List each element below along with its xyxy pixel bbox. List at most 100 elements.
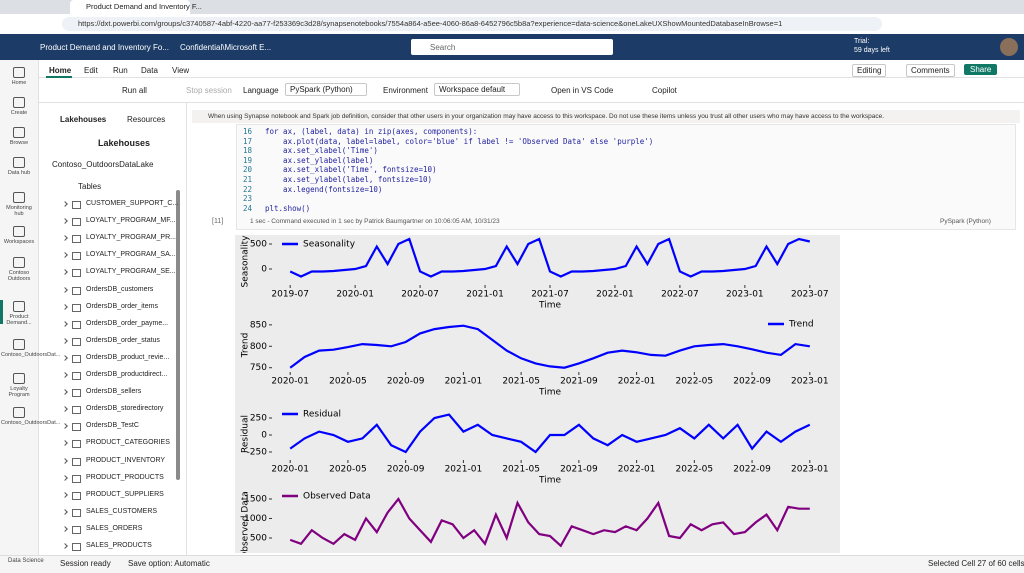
- output-chart: 0 500 2019-07 2020-01 2020-07 2021-01 2021-07 2…: [241, 235, 829, 553]
- ribbon-tab[interactable]: Data: [141, 66, 158, 75]
- scrollbar[interactable]: [176, 190, 180, 480]
- table-icon: [72, 269, 81, 278]
- table-name[interactable]: SALES_CUSTOMERS: [86, 507, 158, 515]
- lakehouse-name[interactable]: Contoso_OutdoorsDataLake: [52, 160, 154, 169]
- vscode-button[interactable]: Open in VS Code: [551, 86, 614, 95]
- run-all[interactable]: Run all: [122, 86, 147, 95]
- table-name[interactable]: OrdersDB_customers: [86, 285, 154, 293]
- x-tick-label: 2023-01: [726, 290, 764, 300]
- tables-folder[interactable]: Tables: [78, 182, 102, 191]
- y-tick-label: 0: [261, 430, 267, 440]
- nav-icon[interactable]: [13, 373, 25, 384]
- ribbon-divider: [38, 77, 1024, 78]
- code-line: ax.set_xlabel('Time'): [265, 146, 378, 156]
- table-name[interactable]: SALES_PRODUCTS: [86, 542, 152, 549]
- share-button[interactable]: Share: [964, 64, 998, 75]
- series-line: [289, 237, 811, 278]
- avatar[interactable]: [1000, 38, 1018, 56]
- language-dropdown[interactable]: PySpark (Python): [285, 83, 367, 96]
- ribbon-tab[interactable]: Home: [49, 66, 72, 75]
- ribbon-tab[interactable]: View: [172, 66, 190, 75]
- nav-label[interactable]: Home: [11, 80, 27, 86]
- table-name[interactable]: OrdersDB_sellers: [86, 388, 142, 396]
- table-name[interactable]: CUSTOMER_SUPPORT_C...: [86, 200, 179, 207]
- nav-label[interactable]: Browse: [9, 140, 29, 146]
- nav-icon[interactable]: [13, 301, 25, 312]
- search-box[interactable]: [411, 39, 613, 55]
- nav-icon[interactable]: [13, 407, 25, 418]
- nav-label[interactable]: Data hub: [7, 170, 31, 176]
- table-name[interactable]: OrdersDB_order_payme...: [86, 319, 169, 327]
- table-icon: [72, 423, 81, 432]
- table-icon: [72, 354, 81, 363]
- table-name[interactable]: PRODUCT_PRODUCTS: [86, 473, 164, 481]
- nav-label[interactable]: Contoso_OutdoorsDat...: [1, 352, 61, 358]
- nav-label[interactable]: Contoso Outdoors: [7, 270, 31, 282]
- table-name[interactable]: LOYALTY_PROGRAM_SA...: [86, 251, 176, 259]
- editing-button[interactable]: Editing: [852, 64, 887, 77]
- nav-label[interactable]: Contoso_OutdoorsDat...: [1, 420, 61, 426]
- line-number: 18: [242, 146, 252, 156]
- y-tick-label: 1500: [244, 494, 267, 504]
- x-tick-label: 2022-05: [676, 377, 714, 387]
- x-axis-label: Time: [538, 476, 561, 486]
- workspace-title[interactable]: Product Demand and Inventory Fo...: [40, 43, 169, 52]
- table-name[interactable]: LOYALTY_PROGRAM_PR...: [86, 234, 176, 242]
- nav-icon[interactable]: [13, 67, 25, 78]
- nav-bottom[interactable]: Data Science: [8, 558, 44, 564]
- table-icon: [72, 525, 81, 534]
- legend-label: Seasonality: [303, 240, 356, 250]
- table-icon: [72, 543, 81, 551]
- x-tick-label: 2023-01: [791, 377, 829, 387]
- line-number: 21: [242, 175, 252, 184]
- nav-label[interactable]: Create: [10, 110, 28, 116]
- table-name[interactable]: OrdersDB_order_items: [86, 302, 158, 310]
- x-tick-label: 2022-01: [618, 465, 656, 475]
- code-line: ax.plot(data, label=label, color='blue' …: [265, 136, 654, 146]
- explorer-tab[interactable]: Resources: [127, 115, 166, 124]
- ribbon-tab[interactable]: Run: [113, 66, 128, 75]
- nav-icon[interactable]: [13, 97, 25, 108]
- cell-language: PySpark (Python): [940, 218, 991, 225]
- x-tick-label: 2020-09: [387, 377, 425, 387]
- table-name[interactable]: SALES_ORDERS: [86, 524, 143, 532]
- x-tick-label: 2020-01: [336, 290, 374, 300]
- table-name[interactable]: OrdersDB_storedirectory: [86, 405, 164, 413]
- table-name[interactable]: PRODUCT_INVENTORY: [86, 456, 166, 464]
- table-name[interactable]: LOYALTY_PROGRAM_MF...: [86, 217, 176, 225]
- table-name[interactable]: OrdersDB_productdirect...: [86, 371, 168, 378]
- nav-label[interactable]: Product Demand...: [6, 314, 32, 326]
- ribbon-tab[interactable]: Edit: [84, 66, 98, 75]
- x-tick-label: 2021-07: [531, 290, 569, 300]
- nav-label[interactable]: Loyalty Program: [8, 386, 30, 398]
- copilot-button[interactable]: Copilot: [652, 86, 677, 95]
- code-line: ax.set_xlabel('Time', fontsize=10): [265, 165, 437, 175]
- y-tick-label: 500: [250, 533, 267, 543]
- nav-icon[interactable]: [13, 192, 25, 203]
- table-name[interactable]: OrdersDB_order_status: [86, 336, 160, 344]
- cell-status: 1 sec - Command executed in 1 sec by Pat…: [250, 218, 500, 225]
- nav-label[interactable]: Workspaces: [3, 239, 35, 245]
- table-name[interactable]: LOYALTY_PROGRAM_SE...: [86, 268, 176, 276]
- line-number: 17: [242, 136, 252, 146]
- table-name[interactable]: PRODUCT_SUPPLIERS: [86, 490, 164, 498]
- comments-button[interactable]: Comments: [906, 64, 955, 77]
- address-bar[interactable]: [62, 17, 882, 31]
- table-name[interactable]: PRODUCT_CATEGORIES: [86, 439, 170, 447]
- x-tick-label: 2022-05: [676, 465, 714, 475]
- browser-tab[interactable]: [70, 0, 190, 14]
- table-name[interactable]: OrdersDB_product_revie...: [86, 353, 170, 361]
- environment-dropdown[interactable]: Workspace default: [434, 83, 520, 96]
- nav-label[interactable]: Monitoring hub: [6, 205, 32, 217]
- nav-icon[interactable]: [13, 157, 25, 168]
- nav-icon[interactable]: [13, 127, 25, 138]
- x-tick-label: 2022-01: [596, 290, 634, 300]
- nav-icon[interactable]: [13, 226, 25, 237]
- table-name[interactable]: OrdersDB_TestC: [86, 422, 139, 430]
- sensitivity[interactable]: Confidential\Microsoft E...: [180, 43, 272, 52]
- x-tick-label: 2021-09: [560, 377, 598, 387]
- nav-icon[interactable]: [13, 339, 25, 350]
- nav-icon[interactable]: [13, 257, 25, 268]
- explorer-tab[interactable]: Lakehouses: [60, 115, 107, 124]
- code-cell[interactable]: [236, 124, 1016, 230]
